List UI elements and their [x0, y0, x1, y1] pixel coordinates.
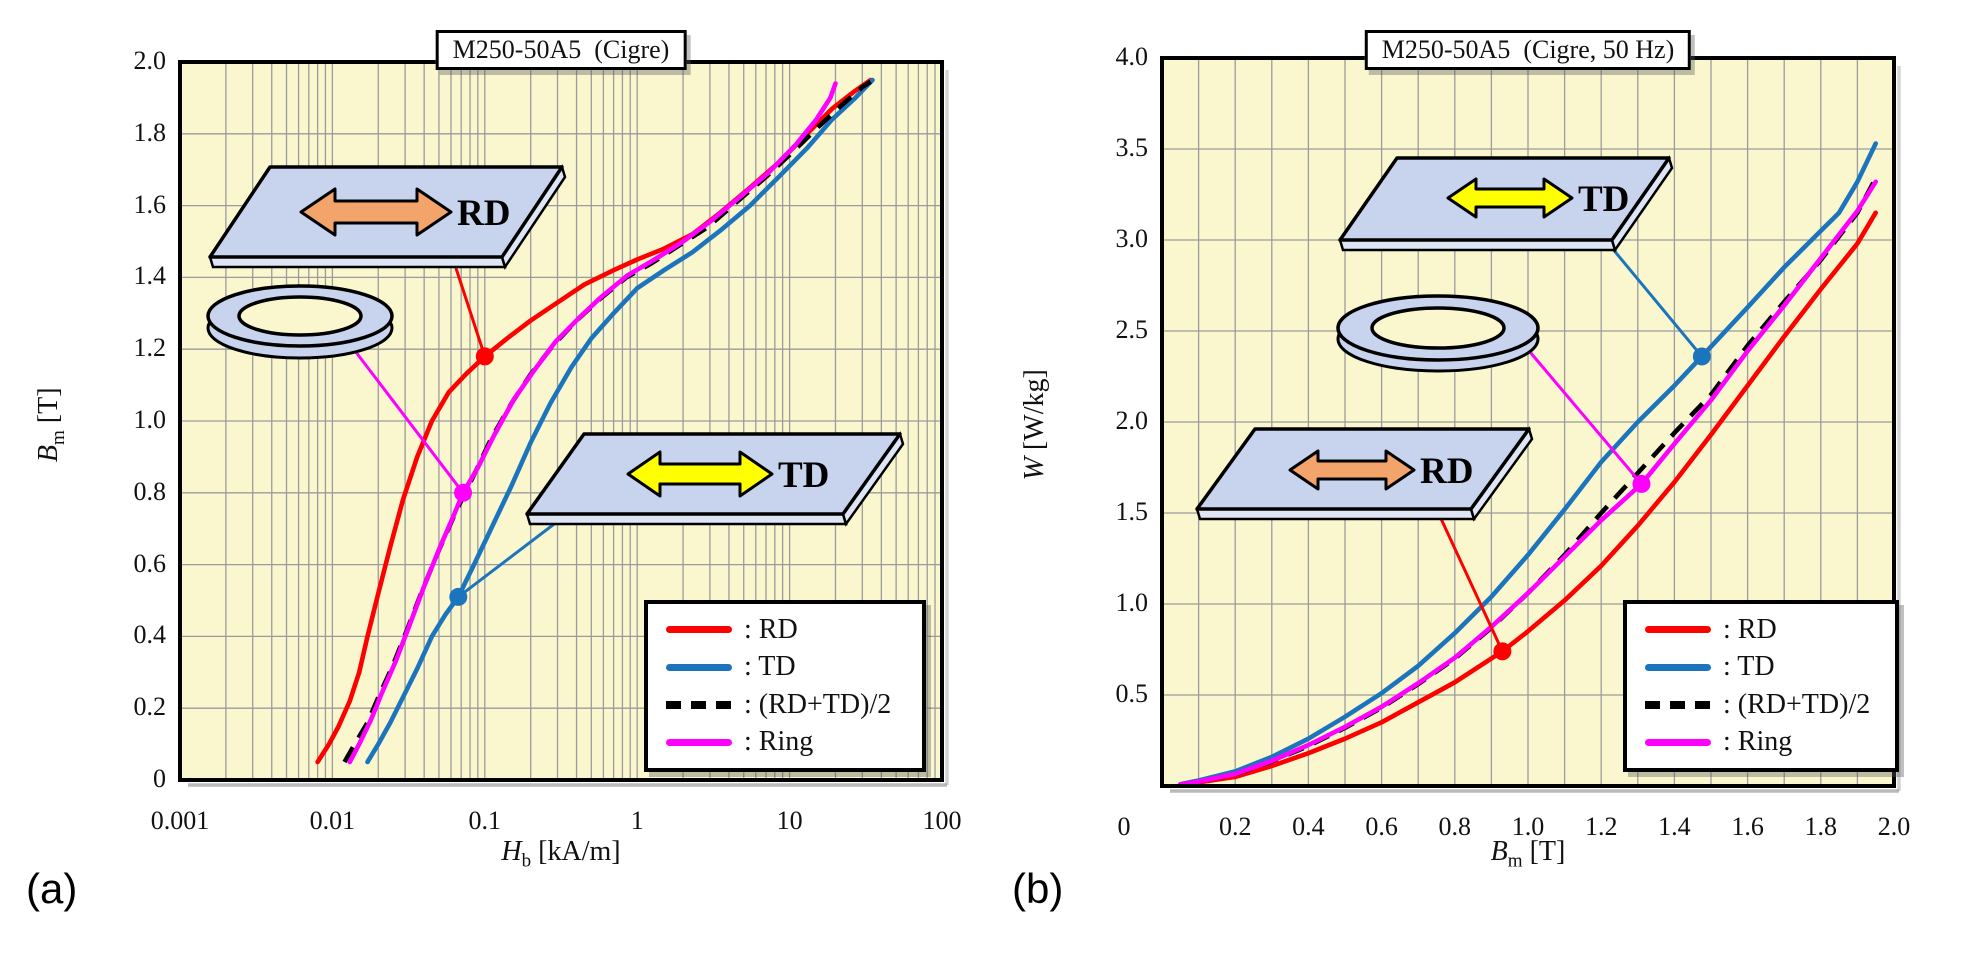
curves	[315, 77, 875, 765]
ring-sample	[1336, 294, 1540, 373]
marker-ring	[1632, 474, 1651, 493]
callout-line-ring	[347, 342, 465, 494]
direction-arrow-icon	[626, 450, 774, 498]
curve-rd	[1178, 210, 1878, 786]
callout-line-rd	[451, 258, 487, 357]
sheet-sample-rd: RD	[208, 164, 567, 270]
marker-rd	[1493, 642, 1512, 661]
ring-hole	[237, 295, 363, 337]
ring-hole	[1370, 306, 1506, 350]
direction-arrow-icon	[1288, 449, 1416, 491]
curve-td	[365, 77, 875, 765]
sheet-sample-rd: RD	[1195, 426, 1534, 522]
sheet-direction-label: TD	[1578, 179, 1629, 220]
ring-sample	[206, 284, 394, 360]
callout-line-td	[1605, 241, 1704, 358]
curves	[1178, 141, 1878, 786]
marker-rd	[475, 347, 494, 366]
curve-td	[1178, 141, 1878, 786]
direction-arrow-icon	[1446, 177, 1574, 219]
sheet-sample-td: TD	[1338, 155, 1674, 253]
sheet-direction-label: TD	[778, 455, 829, 496]
direction-arrow-icon	[299, 187, 453, 237]
curve-ring	[347, 81, 838, 765]
marker-ring	[454, 483, 473, 502]
marker-td	[449, 587, 468, 606]
callout-line-td	[457, 513, 567, 599]
sheet-sample-td: TD	[525, 431, 905, 527]
chart-a: RD TD	[178, 60, 949, 787]
curve-ring	[1178, 179, 1878, 786]
sheet-direction-label: RD	[1420, 451, 1473, 492]
marker-td	[1692, 347, 1711, 366]
sheet-direction-label: RD	[457, 193, 510, 234]
callout-line-ring	[1528, 351, 1643, 485]
callout-line-rd	[1435, 509, 1504, 652]
chart-b: TD RD	[1160, 56, 1901, 793]
